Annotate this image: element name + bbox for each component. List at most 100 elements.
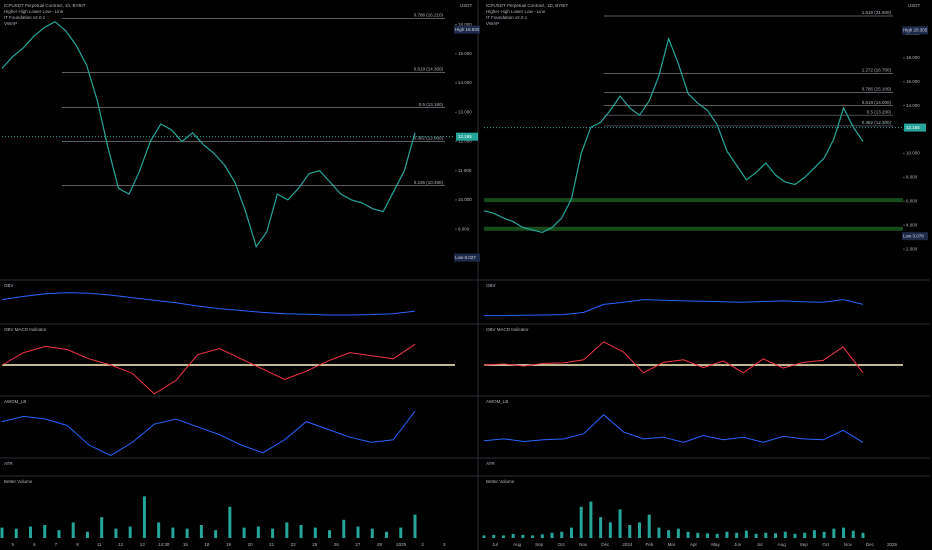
volume-bar — [686, 531, 690, 538]
volume-bar — [735, 532, 739, 538]
x-tick-label: 5 — [12, 542, 15, 547]
volume-bar — [271, 528, 275, 538]
fib-label: 0.236 (10.490) — [414, 180, 444, 185]
currency: USDT — [908, 3, 921, 8]
low-box — [902, 232, 928, 241]
volume-bar — [715, 533, 719, 538]
support-zone — [484, 198, 903, 203]
high-box — [902, 26, 928, 35]
price-line — [1, 20, 416, 249]
x-tick-label: 18 — [204, 542, 210, 547]
volume-bar — [657, 527, 661, 538]
volume-bar — [142, 496, 146, 538]
x-tick-label: 7 — [55, 542, 58, 547]
low-box — [454, 253, 480, 262]
y-tick-label: 14.000 — [906, 103, 920, 108]
indicator-line — [1, 343, 416, 395]
x-tick-label: 3 — [443, 542, 446, 547]
y-tick-label: 10.000 — [458, 197, 472, 202]
pane-title: ATR — [486, 461, 495, 466]
volume-bar — [71, 522, 75, 538]
y-tick-label: 16.000 — [458, 22, 472, 27]
volume-bar — [647, 514, 651, 538]
x-tick-label: May — [711, 542, 720, 547]
volume-bar — [822, 531, 826, 538]
low-label: Low 8.027 — [455, 255, 476, 260]
legend-item: VWAP — [4, 21, 17, 26]
fib-label: 0.382 (12.000) — [414, 136, 444, 141]
volume-bar — [385, 531, 389, 538]
indicator-line — [1, 292, 416, 316]
x-tick-label: Jul — [757, 542, 763, 547]
fib-label: 1.618 (21.500) — [862, 10, 892, 15]
volume-bar — [754, 533, 758, 538]
x-tick-label: Sep — [800, 542, 809, 547]
high-box — [454, 25, 480, 34]
x-tick-label: 13 — [140, 542, 146, 547]
chart-title: ICPUSDT Perpetual Contract, 1h, BYBIT — [4, 3, 86, 8]
volume-bar — [28, 526, 32, 538]
currency: USDT — [460, 3, 473, 8]
pane-title: OBV MACD Indicator — [4, 327, 47, 332]
volume-bar — [812, 530, 816, 538]
current-price-box — [904, 123, 926, 132]
volume-bar — [501, 535, 505, 538]
volume-bar — [492, 534, 496, 538]
x-tick-label: 2025 — [396, 542, 407, 547]
volume-bar — [114, 528, 118, 538]
y-tick-label: 16.000 — [906, 79, 920, 84]
volume-bar — [100, 517, 104, 538]
volume-bar — [328, 530, 332, 538]
volume-bar — [842, 527, 846, 538]
volume-bar — [793, 533, 797, 538]
x-tick-label: Sep — [535, 542, 544, 547]
volume-bar — [861, 532, 865, 538]
volume-bar — [696, 532, 700, 538]
pane-title: OBV — [4, 283, 14, 288]
indicator-line — [483, 414, 864, 443]
volume-bar — [521, 534, 525, 538]
volume-bar — [618, 509, 622, 538]
volume-bar — [832, 528, 836, 538]
y-tick-label: 10.000 — [906, 151, 920, 156]
x-tick-label: 8 — [76, 542, 79, 547]
volume-bar — [413, 514, 417, 538]
volume-bar — [569, 527, 573, 538]
legend-item: VWAP — [486, 21, 499, 26]
volume-bar — [43, 525, 47, 538]
y-tick-label: 8.000 — [906, 175, 918, 180]
y-tick-label: 13.000 — [458, 109, 472, 114]
volume-bar — [511, 533, 515, 538]
x-tick-label: 15 — [183, 542, 189, 547]
x-tick-label: 28 — [377, 542, 383, 547]
x-tick-label: Oct — [558, 542, 566, 547]
volume-bar — [589, 501, 593, 538]
x-tick-label: 2 — [421, 542, 424, 547]
y-tick-label: 6.000 — [906, 198, 918, 203]
volume-bar — [579, 506, 583, 538]
x-tick-label: 2025 — [887, 542, 898, 547]
pane-title: Better Volume — [4, 479, 33, 484]
volume-bar — [256, 526, 260, 538]
x-tick-label: 20 — [248, 542, 254, 547]
volume-bar — [744, 530, 748, 538]
x-tick-label: Dec — [866, 542, 875, 547]
x-tick-label: Aug — [513, 542, 522, 547]
fib-label: 0.786 (15.100) — [862, 87, 892, 92]
fib-label: 0.382 (12.300) — [862, 120, 892, 125]
y-tick-label: 15.000 — [458, 51, 472, 56]
pane-title: Better Volume — [486, 479, 515, 484]
volume-bar — [313, 527, 317, 538]
volume-bar — [560, 531, 564, 538]
volume-bar — [185, 528, 189, 538]
current-price-box — [456, 132, 478, 141]
volume-bar — [676, 528, 680, 538]
x-tick-label: Jul — [492, 542, 498, 547]
x-tick-label: 21 — [269, 542, 275, 547]
x-tick-label: Aug — [778, 542, 787, 547]
volume-bar — [667, 530, 671, 538]
x-tick-label: 26 — [334, 542, 340, 547]
pane-title: ATR — [4, 461, 13, 466]
x-tick-label: 11 — [97, 542, 102, 547]
y-tick-label: 11.000 — [458, 168, 472, 173]
